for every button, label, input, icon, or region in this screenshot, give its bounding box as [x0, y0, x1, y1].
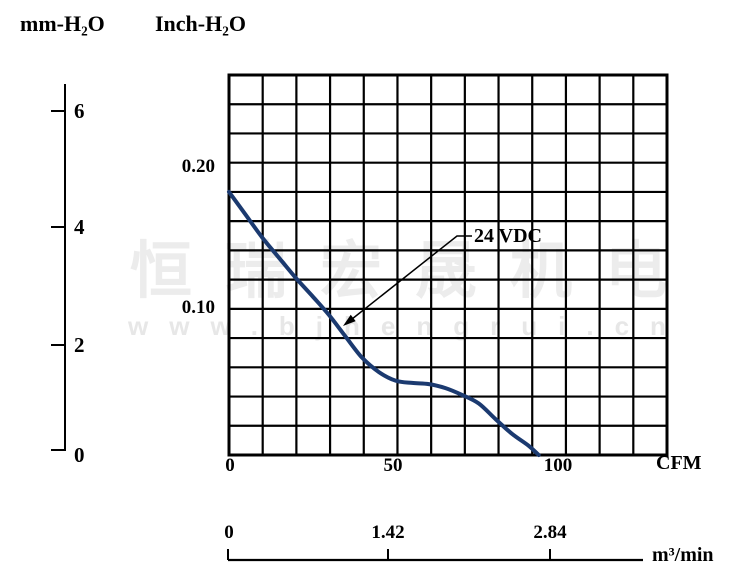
inch-axis-title: Inch-H₂O [155, 11, 246, 36]
cfm-unit-label: CFM [656, 452, 702, 474]
mm-tick-4: 4 [74, 215, 85, 239]
m3min-unit-label: m³/min [652, 544, 714, 566]
m3min-tick-142: 1.42 [371, 522, 405, 543]
cfm-tick-0: 0 [225, 455, 235, 476]
curve-voltage-annotation: 24 VDC [474, 225, 542, 247]
inch-label-020: 0.20 [181, 156, 215, 177]
mm-tick-2: 2 [74, 333, 85, 357]
mm-tick-0: 0 [74, 443, 85, 467]
m3min-tick-0: 0 [224, 522, 234, 543]
cfm-tick-50: 50 [383, 455, 403, 476]
cfm-tick-100: 100 [543, 455, 573, 476]
m3min-tick-284: 2.84 [533, 522, 567, 543]
mm-axis-title: mm-H₂O [20, 11, 105, 36]
mm-tick-6: 6 [74, 99, 85, 123]
inch-label-010: 0.10 [181, 297, 215, 318]
